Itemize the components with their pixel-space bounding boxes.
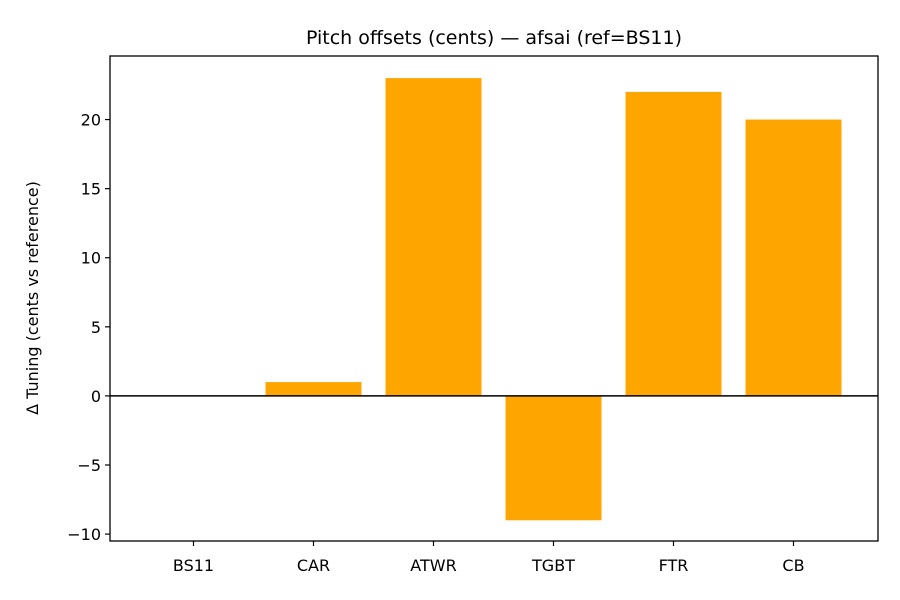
y-tick-label: 15 [81, 180, 101, 199]
x-tick-label: BS11 [173, 556, 214, 575]
x-tick-label: ATWR [410, 556, 456, 575]
y-axis-label: Δ Tuning (cents vs reference) [23, 181, 42, 415]
y-tick-label: −10 [67, 525, 101, 544]
chart-title: Pitch offsets (cents) — afsai (ref=BS11) [306, 27, 682, 49]
bar-car [265, 382, 362, 396]
bar-atwr [385, 78, 482, 396]
bar-ftr [625, 91, 722, 396]
x-axis-ticks: BS11 CAR ATWR TGBT FTR CB [173, 541, 805, 575]
bar-cb [745, 119, 842, 396]
x-tick-label: TGBT [531, 556, 575, 575]
y-tick-label: 5 [91, 318, 101, 337]
bars [265, 78, 842, 521]
x-tick-label: CAR [297, 556, 330, 575]
y-axis-ticks: −10 −5 0 5 10 15 20 [67, 111, 110, 544]
axes-frame [109, 55, 879, 542]
y-tick-label: 10 [81, 249, 101, 268]
x-tick-label: FTR [659, 556, 689, 575]
y-tick-label: −5 [77, 456, 101, 475]
x-tick-label: CB [782, 556, 804, 575]
bar-tgbt [505, 395, 602, 521]
y-tick-label: 0 [91, 387, 101, 406]
y-tick-label: 20 [81, 111, 101, 130]
